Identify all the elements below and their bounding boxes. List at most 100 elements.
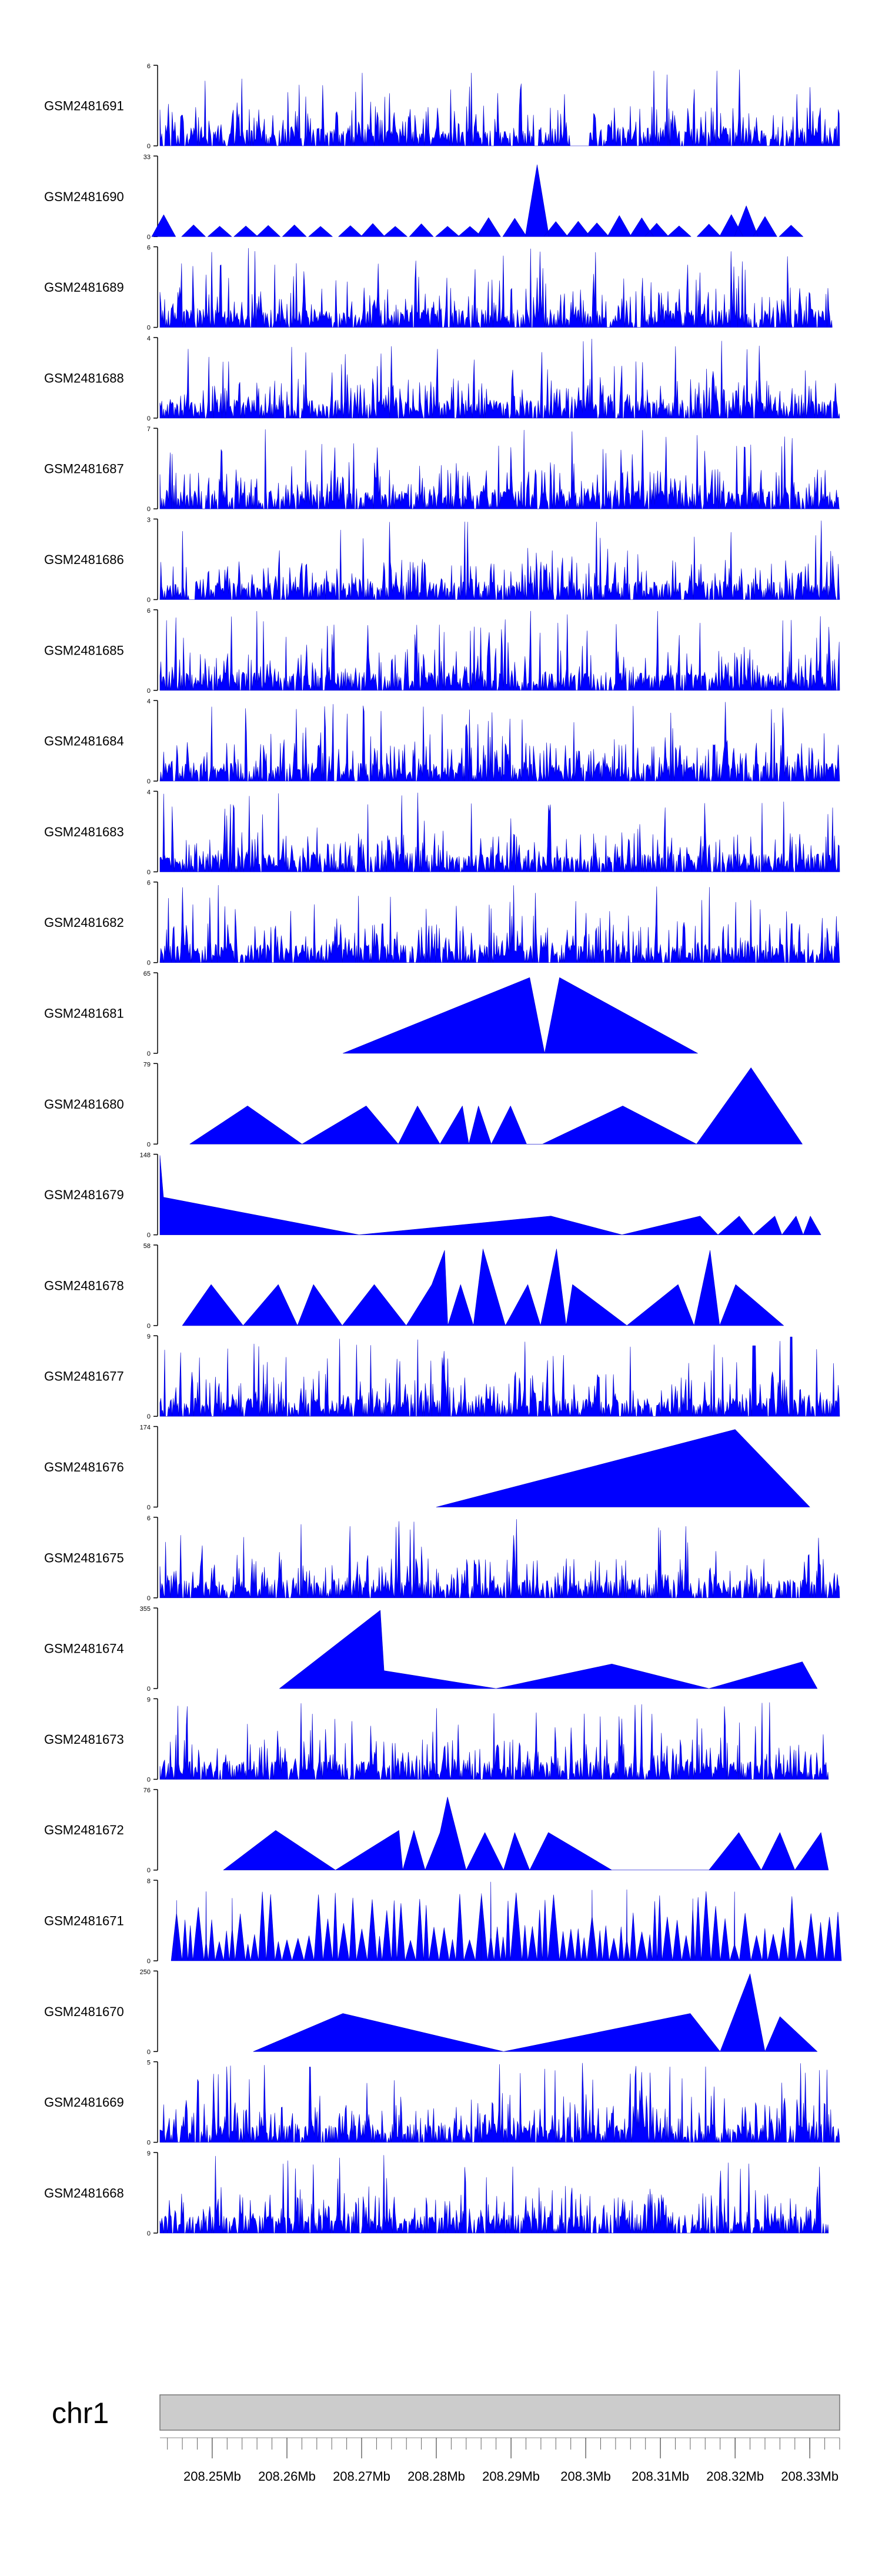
y-axis-min-label: 0 — [147, 1232, 151, 1239]
y-axis-max-label: 9 — [147, 1696, 151, 1703]
track-label: GSM2481675 — [44, 1550, 124, 1565]
y-axis-min-label: 0 — [147, 143, 151, 150]
coverage-area — [159, 702, 840, 782]
y-axis-min-label: 0 — [147, 325, 151, 332]
coverage-area — [159, 1155, 821, 1235]
track-label: GSM2481689 — [44, 280, 124, 295]
track-GSM2481675: GSM2481675 6 0 — [44, 1515, 840, 1602]
track-label: GSM2481683 — [44, 825, 124, 839]
coverage-area — [159, 520, 840, 600]
y-axis-max-label: 6 — [147, 608, 151, 615]
track-GSM2481683: GSM2481683 4 0 — [44, 789, 840, 876]
track-GSM2481676: GSM2481676 174 0 — [44, 1424, 810, 1511]
y-axis-max-label: 148 — [140, 1152, 151, 1159]
track-label: GSM2481684 — [44, 734, 124, 749]
coverage-area — [159, 885, 840, 963]
y-axis-min-label: 0 — [147, 506, 151, 513]
coverage-area — [223, 1797, 829, 1870]
y-axis-min-label: 0 — [147, 2140, 151, 2147]
y-axis-min-label: 0 — [147, 2048, 151, 2056]
x-tick-label: 208.29Mb — [482, 2469, 540, 2484]
track-GSM2481687: GSM2481687 7 0 — [44, 426, 840, 513]
x-tick-label: 208.27Mb — [333, 2469, 390, 2484]
track-GSM2481690: GSM2481690 33 0 — [44, 154, 804, 241]
track-GSM2481688: GSM2481688 4 0 — [44, 335, 840, 422]
y-axis-max-label: 9 — [147, 2150, 151, 2157]
track-label: GSM2481690 — [44, 189, 124, 204]
track-GSM2481671: GSM2481671 8 0 — [44, 1878, 842, 1965]
y-axis-min-label: 0 — [147, 233, 151, 241]
y-axis-min-label: 0 — [147, 1141, 151, 1148]
track-label: GSM2481686 — [44, 552, 124, 567]
coverage-area — [159, 610, 840, 691]
x-tick-label: 208.31Mb — [632, 2469, 689, 2484]
track-label: GSM2481688 — [44, 371, 124, 385]
y-axis-min-label: 0 — [147, 1323, 151, 1330]
coverage-area — [159, 248, 833, 328]
y-axis-max-label: 5 — [147, 2060, 151, 2067]
coverage-area — [159, 792, 840, 872]
y-axis-min-label: 0 — [147, 1958, 151, 1965]
y-axis-max-label: 6 — [147, 880, 151, 887]
track-label: GSM2481672 — [44, 1823, 124, 1837]
coverage-area — [182, 1249, 784, 1326]
chromosome-label: chr1 — [52, 2397, 109, 2430]
track-label: GSM2481677 — [44, 1369, 124, 1384]
track-label: GSM2481676 — [44, 1460, 124, 1474]
track-label: GSM2481687 — [44, 462, 124, 476]
coverage-area — [171, 1881, 842, 1961]
y-axis-max-label: 250 — [140, 1968, 151, 1976]
y-axis-min-label: 0 — [147, 778, 151, 785]
y-axis-max-label: 3 — [147, 517, 151, 524]
coverage-area — [253, 1973, 818, 2052]
y-axis-max-label: 7 — [147, 426, 151, 433]
track-GSM2481668: GSM2481668 9 0 — [44, 2150, 829, 2237]
y-axis-min-label: 0 — [147, 1686, 151, 1693]
chromosome-band — [159, 2394, 840, 2431]
y-axis-max-label: 9 — [147, 1333, 151, 1340]
track-stack: GSM248169160GSM2481690330GSM248168960GSM… — [44, 63, 842, 2237]
genomic-axis: 208.25Mb 208.26Mb 208.27Mb 208.28Mb 208.29Mb… — [160, 2437, 840, 2484]
coverage-area — [189, 1067, 803, 1144]
track-label: GSM2481685 — [44, 643, 124, 658]
track-label: GSM2481674 — [44, 1641, 124, 1656]
track-label: GSM2481669 — [44, 2095, 124, 2110]
coverage-area — [159, 1519, 840, 1599]
chromosome-ideogram-panel: chr1 208.25Mb 208.26Mb 208.27Mb 208.28Mb 208… — [52, 2394, 840, 2484]
track-label: GSM2481679 — [44, 1187, 124, 1202]
y-axis-min-label: 0 — [147, 1050, 151, 1057]
coverage-area — [159, 69, 840, 146]
y-axis-min-label: 0 — [147, 1867, 151, 1874]
x-tick-label: 208.3Mb — [560, 2469, 611, 2484]
track-GSM2481669: GSM2481669 5 0 — [44, 2060, 840, 2147]
y-axis-min-label: 0 — [147, 688, 151, 695]
track-label: GSM2481671 — [44, 1914, 124, 1928]
coverage-area — [159, 339, 840, 419]
track-GSM2481677: GSM2481677 9 0 — [44, 1333, 840, 1420]
y-axis-min-label: 0 — [147, 1413, 151, 1420]
coverage-area — [279, 1610, 818, 1689]
y-axis-max-label: 8 — [147, 1878, 151, 1885]
track-GSM2481672: GSM2481672 76 0 — [44, 1787, 829, 1874]
coverage-area — [159, 1336, 840, 1417]
y-axis-max-label: 355 — [140, 1606, 151, 1613]
track-GSM2481689: GSM2481689 6 0 — [44, 245, 833, 332]
y-axis-max-label: 4 — [147, 789, 151, 796]
track-label: GSM2481678 — [44, 1278, 124, 1293]
track-GSM2481686: GSM2481686 3 0 — [44, 517, 840, 604]
y-axis-min-label: 0 — [147, 960, 151, 967]
track-GSM2481680: GSM2481680 79 0 — [44, 1061, 803, 1148]
y-axis-max-label: 33 — [143, 154, 151, 161]
coverage-area — [159, 2155, 829, 2234]
track-GSM2481679: GSM2481679 148 0 — [44, 1152, 821, 1239]
x-tick-label: 208.25Mb — [183, 2469, 241, 2484]
y-axis-max-label: 79 — [143, 1061, 151, 1068]
x-tick-label: 208.28Mb — [407, 2469, 465, 2484]
track-GSM2481691: GSM2481691 6 0 — [44, 63, 840, 150]
track-GSM2481674: GSM2481674 355 0 — [44, 1606, 818, 1693]
track-GSM2481684: GSM2481684 4 0 — [44, 698, 840, 785]
y-axis-min-label: 0 — [147, 1776, 151, 1783]
track-GSM2481673: GSM2481673 9 0 — [44, 1696, 829, 1783]
y-axis-min-label: 0 — [147, 415, 151, 422]
